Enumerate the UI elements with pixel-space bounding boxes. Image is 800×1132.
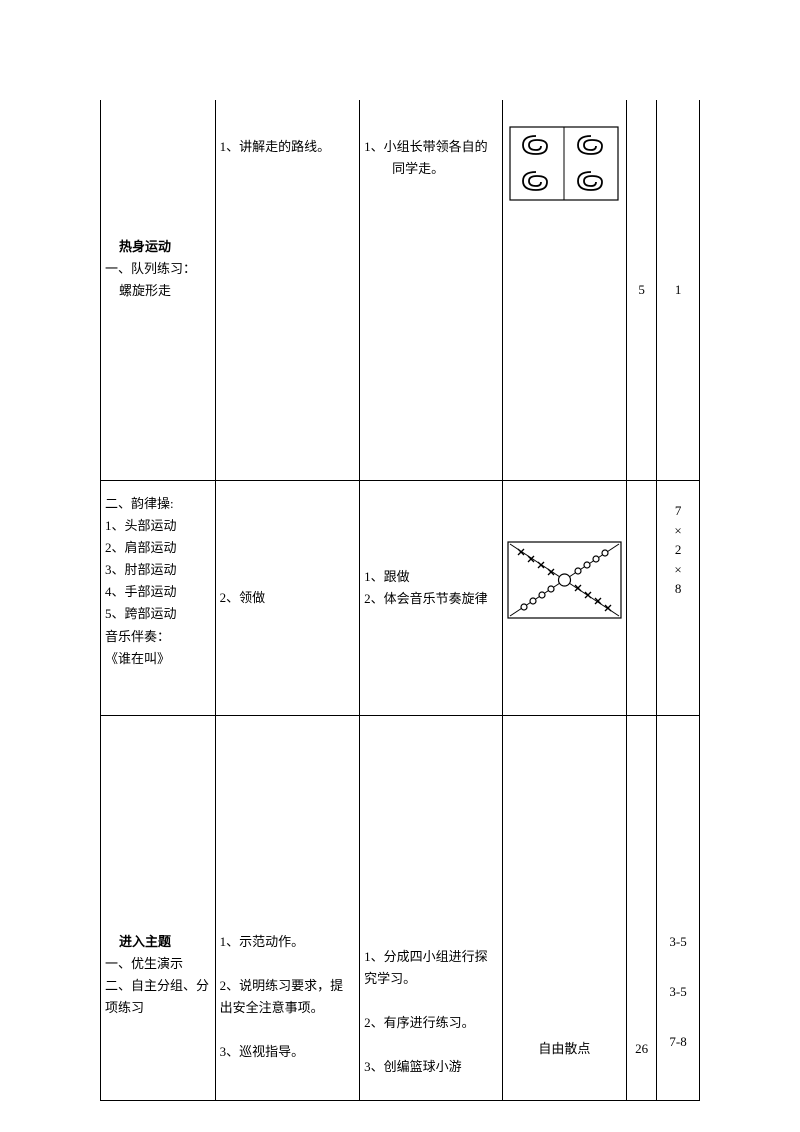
text-line	[364, 1034, 498, 1056]
text-value: 7-8	[669, 1031, 686, 1053]
text-value: 5	[638, 279, 645, 301]
text-value: 26	[635, 1038, 648, 1060]
text-line: 2、有序进行练习。	[364, 1012, 498, 1034]
table-row: 热身运动 一、队列练习： 螺旋形走 1、讲解走的路线。 1、小组长带领各自的同学…	[101, 100, 699, 480]
student-action-cell: 1、分成四小组进行探究学习。 2、有序进行练习。 3、创编篮球小游	[360, 716, 503, 1100]
table-row: 进入主题 一、优生演示 二、自主分组、分项练习 1、示范动作。 2、说明练习要求…	[101, 715, 699, 1100]
activity-cell: 二、韵律操: 1、头部运动 2、肩部运动 3、肘部运动 4、手部运动 5、跨部运…	[101, 481, 216, 715]
text-line: 2、体会音乐节奏旋律	[364, 588, 498, 610]
text-value: 2	[675, 540, 682, 560]
time-cell: 5	[627, 100, 657, 480]
text-line	[220, 953, 356, 975]
text-line: 一、优生演示	[105, 953, 211, 975]
text-line: 1、头部运动	[105, 515, 211, 537]
text-line: 1、分成四小组进行探究学习。	[364, 946, 498, 990]
x-formation-icon	[507, 541, 622, 619]
text-line: 一、队列练习：	[105, 258, 211, 280]
text-line: 音乐伴奏：	[105, 626, 211, 648]
text-line: 1、跟做	[364, 566, 498, 588]
activity-cell: 热身运动 一、队列练习： 螺旋形走	[101, 100, 216, 480]
spiral-formation-icon	[509, 126, 619, 201]
text-line: 二、韵律操:	[105, 493, 211, 515]
text-line: 3、创编篮球小游	[364, 1056, 498, 1078]
text-line	[364, 990, 498, 1012]
time-cell: 26	[627, 716, 657, 1100]
reps-cell: 1	[657, 100, 699, 480]
text-line: 1、讲解走的路线。	[220, 106, 356, 158]
activity-cell: 进入主题 一、优生演示 二、自主分组、分项练习	[101, 716, 216, 1100]
teacher-action-cell: 2、领做	[216, 481, 361, 715]
text-line: 《谁在叫》	[105, 648, 211, 670]
text-line: 1、小组长带领各自的同学走。	[364, 106, 498, 180]
text-value: 自由散点	[538, 1038, 590, 1060]
text-line: 2、说明练习要求，提出安全注意事项。	[220, 975, 356, 1019]
text-value: 1	[675, 279, 682, 301]
section-title: 进入主题	[105, 931, 211, 953]
diagram-cell: 自由散点	[503, 716, 628, 1100]
text-line: 3、巡视指导。	[220, 1041, 356, 1063]
reps-cell: 3-5 3-5 7-8	[657, 716, 699, 1100]
text-value: 3-5	[669, 931, 686, 953]
text-value: 8	[675, 579, 682, 599]
text-line	[220, 1019, 356, 1041]
teacher-action-cell: 1、示范动作。 2、说明练习要求，提出安全注意事项。 3、巡视指导。	[216, 716, 361, 1100]
student-action-cell: 1、小组长带领各自的同学走。	[360, 100, 503, 480]
diagram-cell	[503, 100, 628, 480]
lesson-plan-table: 热身运动 一、队列练习： 螺旋形走 1、讲解走的路线。 1、小组长带领各自的同学…	[100, 100, 700, 1101]
text-line: 3、肘部运动	[105, 559, 211, 581]
text-line: 4、手部运动	[105, 581, 211, 603]
text-line: 5、跨部运动	[105, 603, 211, 625]
text-line: 1、示范动作。	[220, 931, 356, 953]
text-line: 二、自主分组、分项练习	[105, 975, 211, 1019]
text-line: 螺旋形走	[105, 280, 211, 302]
diagram-cell	[503, 481, 628, 715]
text-value: ×	[674, 560, 681, 580]
student-action-cell: 1、跟做 2、体会音乐节奏旋律	[360, 481, 503, 715]
time-cell	[627, 481, 657, 715]
section-title: 热身运动	[105, 236, 211, 258]
table-row: 二、韵律操: 1、头部运动 2、肩部运动 3、肘部运动 4、手部运动 5、跨部运…	[101, 480, 699, 715]
reps-cell: 7 × 2 × 8	[657, 481, 699, 715]
teacher-action-cell: 1、讲解走的路线。	[216, 100, 361, 480]
text-value: 3-5	[669, 981, 686, 1003]
text-value: ×	[674, 521, 681, 541]
text-line: 2、领做	[220, 587, 266, 609]
text-line: 2、肩部运动	[105, 537, 211, 559]
text-value: 7	[675, 501, 682, 521]
